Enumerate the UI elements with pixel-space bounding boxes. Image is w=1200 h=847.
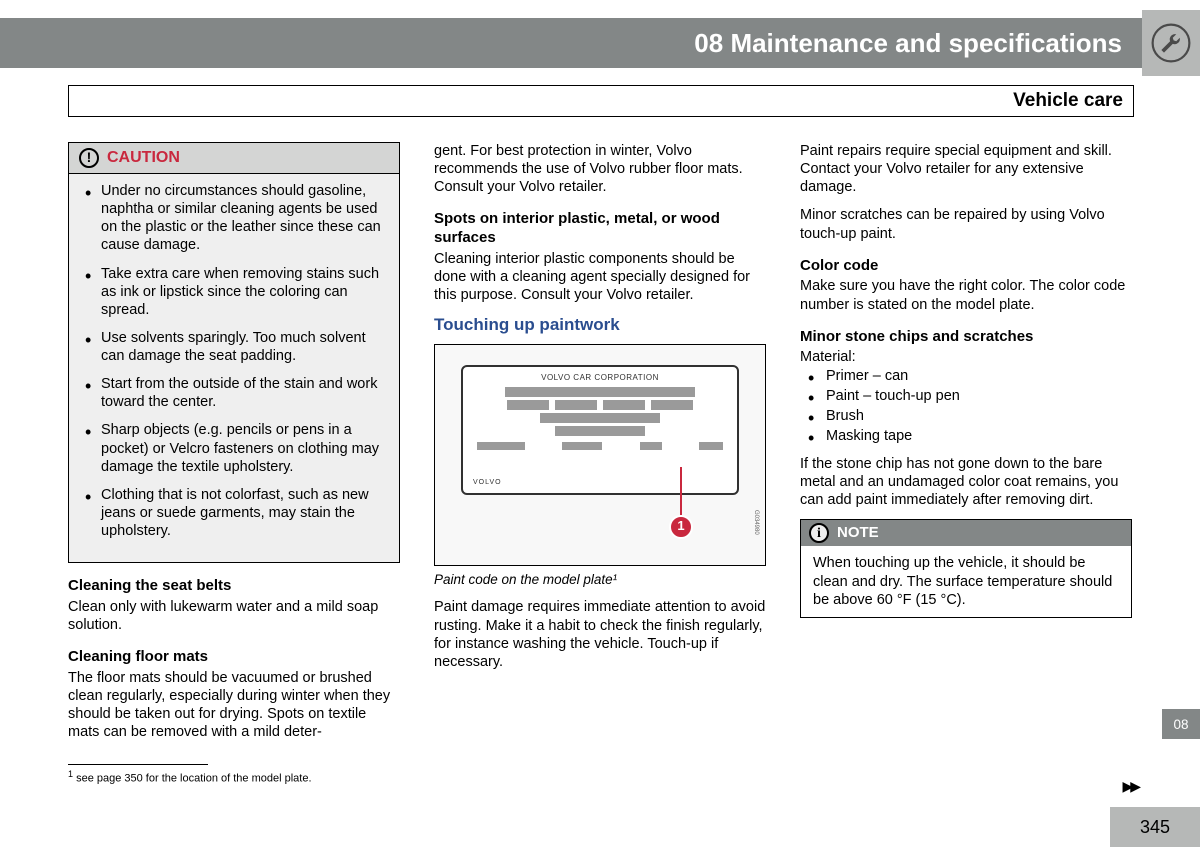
list-item: Primer – can [800,367,1132,385]
list-item: Masking tape [800,427,1132,445]
subheading: Cleaning floor mats [68,648,400,667]
footnote: 1 see page 350 for the location of the m… [68,769,312,785]
caution-icon: ! [79,148,99,168]
column-3: Paint repairs require special equipment … [800,142,1132,751]
paragraph: Clean only with lukewarm water and a mil… [68,598,400,634]
caution-item: Under no circumstances should gasoline, … [83,182,385,255]
caution-item: Start from the outside of the stain and … [83,375,385,411]
paragraph: If the stone chip has not gone down to t… [800,455,1132,509]
plate-logo: VOLVO [473,479,502,488]
paragraph: Minor scratches can be repaired by using… [800,206,1132,242]
footnote-text: see page 350 for the location of the mod… [76,773,311,785]
continue-arrow-icon: ▶▶ [1122,778,1138,795]
footnote-rule [68,764,208,765]
caution-item: Take extra care when removing stains suc… [83,265,385,319]
blue-heading: Touching up paintwork [434,314,766,335]
paragraph: Make sure you have the right color. The … [800,277,1132,313]
caution-item: Use solvents sparingly. Too much solvent… [83,329,385,365]
info-icon: i [809,523,829,543]
list-item: Brush [800,407,1132,425]
page-number: 345 [1110,807,1200,847]
wrench-icon [1150,22,1192,64]
chapter-title: 08 Maintenance and specifications [694,28,1122,59]
paragraph-continued: gent. For best protection in winter, Vol… [434,142,766,196]
subheading: Cleaning the seat belts [68,577,400,596]
section-title: Vehicle care [1013,90,1123,111]
content-columns: ! CAUTION Under no circumstances should … [68,142,1134,751]
model-plate: VOLVO CAR CORPORATION VOLVO [461,365,739,495]
subheading: Color code [800,257,1132,276]
caution-box: ! CAUTION Under no circumstances should … [68,142,400,563]
section-title-bar: Vehicle care [68,85,1134,117]
column-2: gent. For best protection in winter, Vol… [434,142,766,751]
pointer-callout: 1 [669,515,693,539]
paragraph: The floor mats should be vacuumed or bru… [68,669,400,742]
materials-list: Primer – can Paint – touch-up pen Brush … [800,367,1132,446]
note-header: i NOTE [801,520,1131,546]
subheading: Minor stone chips and scratches [800,328,1132,347]
caution-body: Under no circumstances should gasoline, … [69,174,399,562]
caution-item: Clothing that is not colorfast, such as … [83,486,385,540]
pointer-line [680,467,682,515]
subheading: Spots on interior plastic, metal, or woo… [434,210,766,248]
paragraph: Paint repairs require special equipment … [800,142,1132,196]
column-1: ! CAUTION Under no circumstances should … [68,142,400,751]
side-tab: 08 [1162,709,1200,739]
plate-title: VOLVO CAR CORPORATION [471,373,729,383]
list-item: Paint – touch-up pen [800,387,1132,405]
note-body: When touching up the vehicle, it should … [801,546,1131,616]
caution-label: CAUTION [107,148,180,168]
figure-caption: Paint code on the model plate¹ [434,572,766,589]
chapter-header-bar: 08 Maintenance and specifications [0,18,1142,68]
model-plate-figure: VOLVO CAR CORPORATION VOLVO 1 G034980 [434,344,766,566]
note-box: i NOTE When touching up the vehicle, it … [800,519,1132,617]
paragraph: Cleaning interior plastic components sho… [434,250,766,304]
paragraph: Paint damage requires immediate attentio… [434,598,766,671]
figure-reference: G034980 [752,510,760,535]
wrench-icon-badge [1142,10,1200,76]
paragraph: Material: [800,348,1132,366]
note-label: NOTE [837,524,879,543]
caution-header: ! CAUTION [69,143,399,174]
caution-item: Sharp objects (e.g. pencils or pens in a… [83,421,385,475]
footnote-number: 1 [68,769,73,779]
